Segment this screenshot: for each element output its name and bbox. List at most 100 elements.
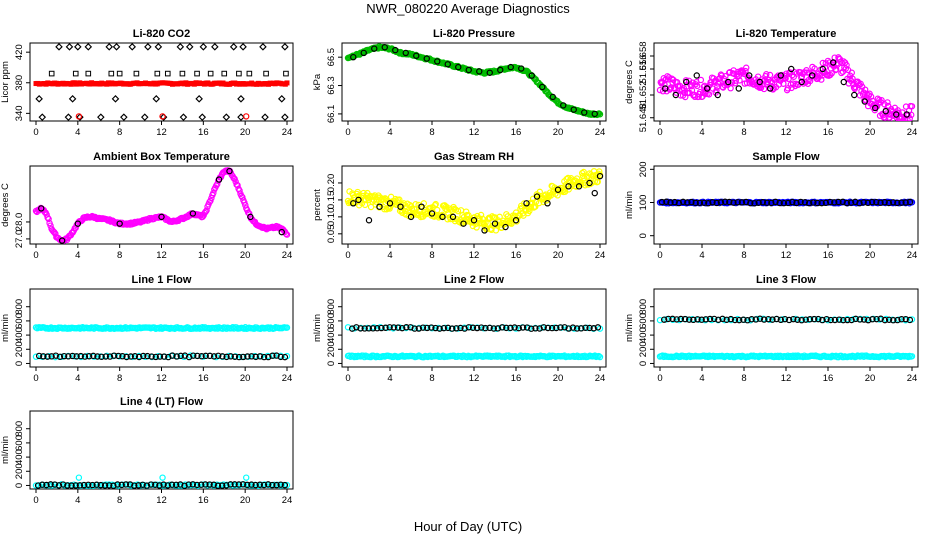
panel-title: Li-820 Pressure (433, 28, 515, 40)
data-point-averages (131, 482, 138, 489)
y-tick-label: 66.5 (326, 48, 337, 67)
data-point-averages (58, 237, 66, 244)
x-tick-label: 8 (429, 250, 434, 261)
data-point-averages (769, 316, 776, 323)
data-point-low (120, 113, 128, 121)
data-point-all (906, 115, 913, 121)
data-point-all (908, 103, 916, 110)
data-point-all (580, 168, 587, 176)
data-point-averages (418, 203, 425, 210)
data-point-averages (455, 63, 462, 71)
data-point-averages (715, 316, 722, 323)
data-point-averages (244, 481, 251, 489)
data-point-averages (810, 315, 818, 323)
data-point-averages (565, 183, 572, 190)
data-point-averages (135, 353, 143, 361)
data-point-averages (423, 55, 430, 62)
data-point-averages (776, 199, 783, 207)
data-point-averages (152, 481, 159, 488)
data-layer (656, 198, 916, 207)
data-point-averages (906, 316, 914, 324)
data-point-mid (246, 70, 253, 77)
data-point-averages (706, 315, 714, 323)
data-point-averages (398, 324, 406, 332)
data-point-averages (539, 83, 546, 91)
data-point-averages (507, 324, 514, 332)
data-point-low (38, 113, 47, 121)
data-point-all (727, 84, 734, 92)
data-point-averages (461, 325, 468, 332)
data-point-averages (144, 352, 151, 360)
data-point-averages (177, 352, 184, 360)
plot-frame (29, 410, 294, 490)
data-point-averages (478, 324, 485, 331)
x-tick-label: 16 (823, 250, 834, 261)
x-tick-label: 20 (240, 495, 251, 506)
data-point-all (784, 85, 792, 92)
data-point-averages (594, 324, 602, 331)
data-point-sampling (656, 316, 664, 324)
y-tick-label: 51.658 (638, 41, 649, 70)
data-point-all (527, 203, 535, 211)
data-point-averages (581, 109, 588, 116)
data-point-averages (110, 482, 117, 489)
data-point-averages (523, 200, 530, 207)
data-point-averages (482, 324, 489, 332)
data-point-averages (747, 199, 754, 207)
x-tick-label: 16 (511, 373, 522, 384)
data-point-all (359, 192, 367, 200)
data-point-averages (515, 324, 522, 332)
data-point-averages (798, 78, 805, 86)
data-layer (32, 474, 291, 489)
data-point-averages (227, 481, 234, 488)
y-axis-label: ml/min (0, 436, 11, 464)
panel-title: Line 3 Flow (756, 274, 816, 286)
data-point-averages (219, 353, 226, 360)
panel-title: Line 1 Flow (132, 274, 192, 286)
panel-title: Li-820 Temperature (736, 28, 837, 40)
x-tick-label: 16 (823, 373, 834, 384)
data-point-all (838, 69, 845, 77)
data-point-averages (681, 315, 689, 323)
x-tick-label: 4 (75, 250, 80, 261)
data-layer (656, 54, 916, 121)
data-point-averages (252, 353, 259, 361)
data-point-averages (696, 199, 704, 206)
data-point-averages (428, 324, 435, 331)
x-tick-label: 24 (595, 127, 606, 138)
data-point-averages (819, 316, 826, 324)
data-point-averages (386, 324, 393, 331)
x-tick-label: 0 (657, 127, 662, 138)
data-point-averages (240, 353, 247, 361)
data-point-all (803, 69, 811, 76)
x-tick-label: 24 (282, 250, 293, 261)
data-point-averages (173, 353, 180, 360)
data-point-averages (106, 482, 113, 489)
data-point-averages (740, 316, 747, 323)
data-point-averages (523, 324, 531, 331)
data-point-all (594, 178, 601, 185)
data-point-all (902, 103, 910, 110)
data-point-averages (158, 213, 165, 221)
data-point-averages (65, 353, 72, 360)
data-point-averages (756, 315, 764, 322)
data-point-averages (394, 324, 402, 331)
data-point-averages (690, 316, 697, 324)
data-point-averages (865, 316, 872, 324)
data-point-averages (415, 325, 423, 332)
x-tick-label: 24 (282, 495, 293, 506)
data-point-averages (818, 199, 825, 207)
x-tick-label: 8 (117, 495, 122, 506)
data-point-averages (448, 325, 456, 332)
data-point-averages (669, 315, 676, 323)
data-point-averages (189, 481, 197, 488)
data-point-averages (81, 353, 89, 360)
data-point-averages (407, 324, 414, 331)
x-tick-label: 16 (198, 495, 209, 506)
data-point-averages (90, 352, 97, 360)
y-tick-label: 66.3 (326, 76, 337, 95)
data-point-averages (586, 179, 593, 187)
data-point-averages (662, 85, 669, 92)
